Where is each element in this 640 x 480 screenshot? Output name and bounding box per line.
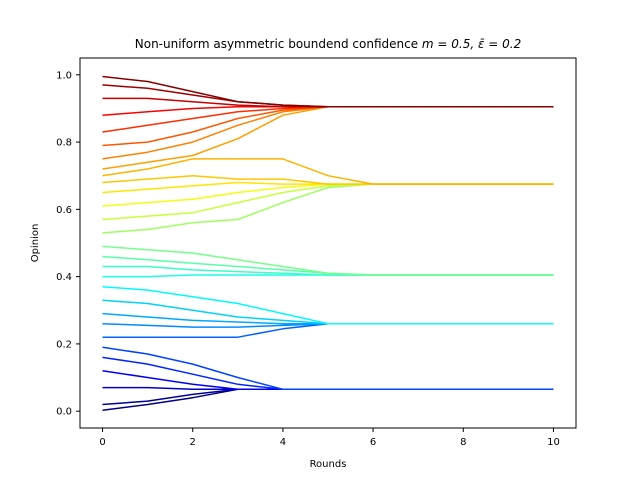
y-ticks: 0.0 0.2 0.4 0.6 0.8 1.0 bbox=[56, 70, 80, 418]
y-tick-label: 0.8 bbox=[56, 138, 72, 149]
chart-title-text: Non-uniform asymmetric boundend confiden… bbox=[135, 37, 422, 51]
x-tick-label: 2 bbox=[190, 437, 196, 448]
x-axis-label: Rounds bbox=[310, 459, 347, 470]
y-tick-label: 0.2 bbox=[56, 339, 72, 350]
y-tick-label: 0.6 bbox=[56, 205, 72, 216]
x-tick-label: 8 bbox=[460, 437, 466, 448]
x-tick-label: 10 bbox=[547, 437, 560, 448]
y-tick-label: 0.0 bbox=[56, 407, 72, 418]
y-tick-label: 1.0 bbox=[56, 70, 72, 81]
series-line-10 bbox=[102, 285, 554, 325]
x-tick-label: 4 bbox=[280, 437, 286, 448]
series-line-14 bbox=[102, 245, 554, 276]
series-line-5 bbox=[102, 346, 554, 391]
y-axis-label: Opinion bbox=[30, 224, 41, 263]
y-tick-label: 0.4 bbox=[56, 272, 72, 283]
x-tick-label: 6 bbox=[370, 437, 376, 448]
plot-area-frame bbox=[79, 57, 577, 429]
series-line-20 bbox=[102, 158, 554, 185]
series-line-28 bbox=[102, 75, 554, 108]
series-layer bbox=[102, 75, 554, 411]
chart-title: Non-uniform asymmetric boundend confiden… bbox=[135, 37, 522, 51]
x-ticks: 0 2 4 6 8 10 bbox=[99, 428, 560, 448]
x-tick-label: 0 bbox=[99, 437, 105, 448]
chart-title-math: m = 0.5, ε̄ = 0.2 bbox=[422, 37, 521, 51]
